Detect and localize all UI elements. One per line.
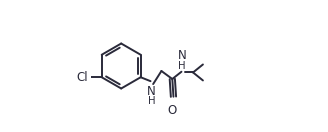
Text: H: H (178, 61, 186, 71)
Text: N: N (147, 85, 156, 98)
Text: Cl: Cl (76, 71, 88, 84)
Text: O: O (168, 104, 177, 117)
Text: H: H (148, 96, 155, 106)
Text: N: N (178, 49, 187, 62)
